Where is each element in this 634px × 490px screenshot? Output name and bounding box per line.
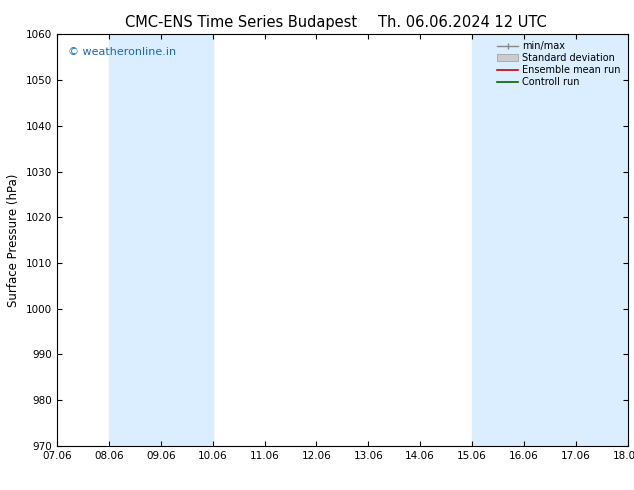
Bar xyxy=(576,34,628,446)
Y-axis label: Surface Pressure (hPa): Surface Pressure (hPa) xyxy=(8,173,20,307)
Legend: min/max, Standard deviation, Ensemble mean run, Controll run: min/max, Standard deviation, Ensemble me… xyxy=(495,39,623,89)
Text: Th. 06.06.2024 12 UTC: Th. 06.06.2024 12 UTC xyxy=(378,15,547,30)
Bar xyxy=(472,34,576,446)
Text: © weatheronline.in: © weatheronline.in xyxy=(68,47,177,57)
Bar xyxy=(109,34,212,446)
Text: CMC-ENS Time Series Budapest: CMC-ENS Time Series Budapest xyxy=(125,15,357,30)
